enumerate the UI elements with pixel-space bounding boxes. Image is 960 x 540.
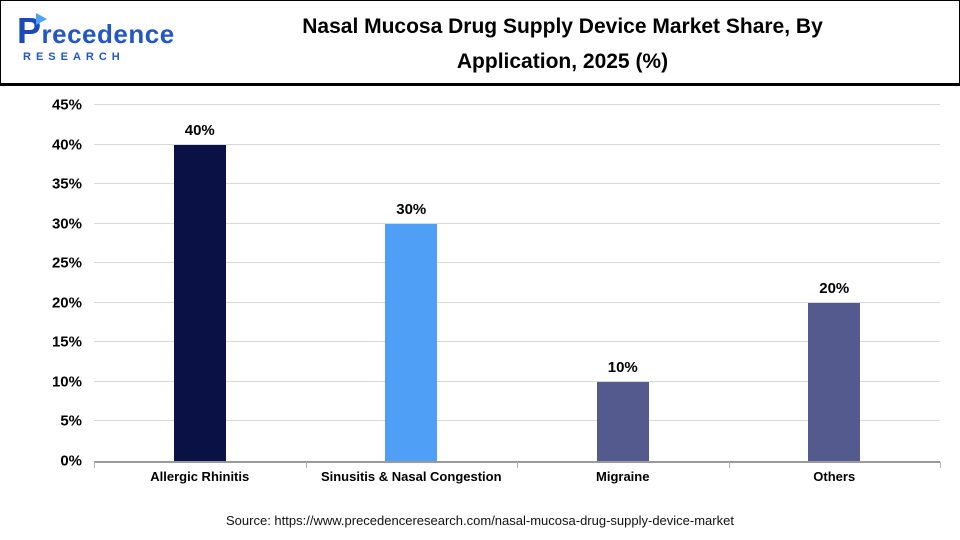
bar: [596, 381, 649, 461]
axis-tick: [940, 462, 941, 468]
logo-flag-icon: [36, 13, 47, 25]
plot-area: 40% 30% 10% 20%: [94, 104, 941, 468]
bar: [808, 302, 861, 461]
x-tick-label: Allergic Rhinitis: [150, 469, 250, 484]
gridline: [94, 380, 940, 382]
y-tick-label: 40%: [51, 136, 82, 154]
axis-tick: [94, 462, 95, 468]
axis-tick: [517, 462, 518, 468]
bar-column: 30%: [306, 105, 518, 461]
y-tick-label: 45%: [51, 96, 82, 114]
gridline: [94, 222, 940, 224]
precedence-logo: Precedence RESEARCH: [17, 13, 175, 63]
bar-value-label: 20%: [819, 279, 850, 297]
source-text: Source: https://www.precedenceresearch.c…: [226, 513, 734, 528]
gridline: [94, 143, 940, 145]
axis-tick: [728, 462, 730, 468]
header: Precedence RESEARCH Nasal Mucosa Drug Su…: [0, 0, 960, 86]
y-tick-label: 30%: [51, 215, 82, 233]
bar: [385, 223, 438, 461]
y-tick-label: 5%: [60, 412, 82, 430]
y-tick-label: 20%: [51, 294, 82, 312]
x-tick-label: Sinusitis & Nasal Congestion: [320, 469, 502, 484]
bar: [173, 144, 226, 461]
bar-column: 20%: [729, 105, 941, 461]
x-tick-label: Migraine: [596, 469, 650, 484]
y-tick-label: 25%: [51, 254, 82, 272]
gridline: [94, 301, 940, 303]
gridline: [94, 420, 940, 422]
y-tick-label: 15%: [51, 333, 82, 351]
x-axis: Allergic Rhinitis Sinusitis & Nasal Conge…: [94, 469, 940, 484]
title-line-1: Nasal Mucosa Drug Supply Device Market S…: [302, 15, 823, 38]
x-tick-label: Others: [813, 469, 856, 484]
y-tick-label: 10%: [51, 373, 82, 391]
y-tick-label: 0%: [60, 452, 82, 470]
bar-value-label: 30%: [396, 200, 427, 218]
bar-column: 40%: [94, 105, 306, 461]
bar-value-label: 10%: [607, 358, 638, 376]
title-line-2: Application, 2025 (%): [456, 49, 669, 73]
page-title: Nasal Mucosa Drug Supply Device Market S…: [176, 1, 949, 79]
gridline: [94, 262, 940, 264]
axis-tick: [305, 462, 307, 468]
gridline: [94, 183, 940, 185]
bar-value-label: 40%: [184, 121, 215, 139]
gridline: [94, 104, 940, 105]
logo-subtitle: RESEARCH: [23, 51, 125, 63]
y-axis: 0% 5% 10% 15% 20% 25% 30% 35% 40% 45%: [8, 97, 82, 470]
bar-column: 10%: [517, 105, 729, 461]
gridline: [94, 341, 940, 343]
y-tick-label: 35%: [51, 175, 82, 193]
